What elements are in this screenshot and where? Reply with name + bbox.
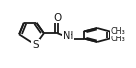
Text: CH₃: CH₃ — [110, 27, 125, 36]
Text: S: S — [32, 40, 39, 50]
Text: N: N — [63, 31, 70, 41]
Text: CH₃: CH₃ — [110, 34, 125, 43]
Text: H: H — [66, 31, 74, 41]
Text: O: O — [53, 13, 62, 23]
